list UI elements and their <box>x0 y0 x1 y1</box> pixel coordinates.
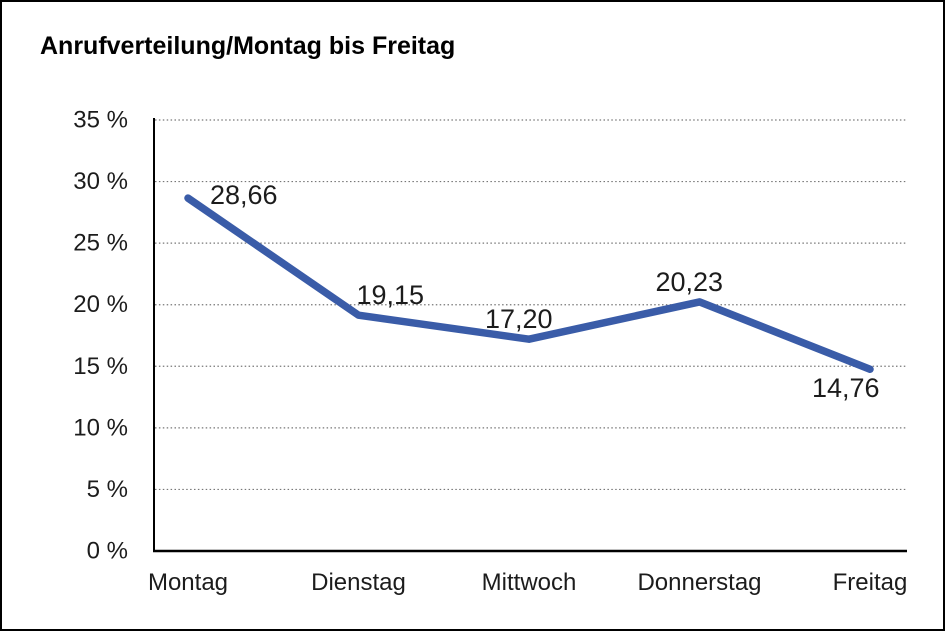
x-category-label: Mittwoch <box>482 569 577 596</box>
y-tick-label: 0 % <box>87 538 128 565</box>
y-tick-label: 20 % <box>73 291 128 318</box>
data-point-label: 14,76 <box>812 373 880 403</box>
x-category-label: Donnerstag <box>637 569 761 596</box>
x-category-label: Montag <box>148 569 228 596</box>
x-category-label: Dienstag <box>311 569 406 596</box>
data-point-label: 20,23 <box>656 267 724 297</box>
y-tick-label: 30 % <box>73 168 128 195</box>
data-point-label: 28,66 <box>210 180 278 210</box>
x-category-label: Freitag <box>833 569 908 596</box>
data-point-label: 17,20 <box>485 304 553 334</box>
y-tick-label: 25 % <box>73 230 128 257</box>
y-tick-label: 35 % <box>73 107 128 134</box>
y-tick-label: 15 % <box>73 353 128 380</box>
data-line <box>184 194 874 373</box>
data-point-label: 19,15 <box>357 280 425 310</box>
y-tick-label: 5 % <box>87 476 128 503</box>
y-tick-label: 10 % <box>73 414 128 441</box>
chart-title: Anrufverteilung/Montag bis Freitag <box>40 32 456 60</box>
